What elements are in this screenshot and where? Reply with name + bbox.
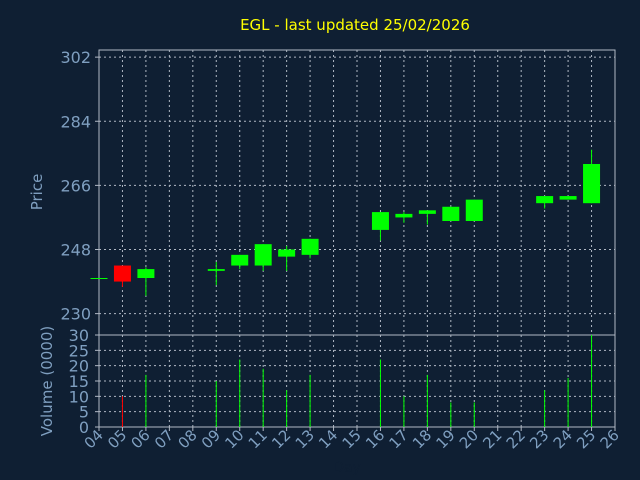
x-tick-label: 08 <box>174 426 200 452</box>
candle-body <box>90 278 108 279</box>
candle-body <box>278 249 296 257</box>
candle-body <box>301 238 319 255</box>
volume-tick-label: 15 <box>69 372 89 391</box>
volume-tick-label: 5 <box>79 403 89 422</box>
candle-body <box>442 206 460 221</box>
x-tick-label: 23 <box>526 426 552 452</box>
x-tick-label: 15 <box>339 426 365 452</box>
volume-tick-label: 10 <box>69 387 89 406</box>
volume-tick-label: 25 <box>69 341 89 360</box>
price-tick-label: 266 <box>60 176 91 195</box>
candle-body <box>371 212 389 230</box>
x-tick-label: 19 <box>432 426 458 452</box>
candle-body <box>536 196 554 204</box>
x-tick-label: 12 <box>268 426 294 452</box>
candle-body <box>207 269 225 271</box>
x-tick-label: 26 <box>597 426 623 452</box>
candle-body <box>418 210 436 214</box>
price-axis-label: Price <box>28 174 46 211</box>
x-tick-label: 22 <box>503 426 529 452</box>
price-frame <box>98 49 616 336</box>
x-tick-label: 06 <box>128 426 154 452</box>
candle-body <box>559 196 577 200</box>
price-tick-label: 248 <box>60 241 91 260</box>
price-tick-label: 302 <box>60 48 91 67</box>
x-tick-label: 16 <box>362 426 388 452</box>
candle-body <box>465 199 483 221</box>
price-panel: 302 284 266 248 230 <box>60 48 616 336</box>
x-axis-label: Day <box>333 460 361 476</box>
x-tick-label: 10 <box>221 426 247 452</box>
candle-body <box>231 254 249 266</box>
candle-body <box>583 164 601 204</box>
x-tick-label: 20 <box>456 426 482 452</box>
candle-body <box>137 269 155 278</box>
volume-axis-label: Volume (0000) <box>38 326 56 436</box>
candle-body <box>254 244 272 266</box>
x-tick-label: 05 <box>104 426 130 452</box>
volume-panel: 0405060708091011121314151617181920212223… <box>69 326 623 452</box>
x-tick-label: 21 <box>479 426 505 452</box>
chart-title: EGL - last updated 25/02/2026 <box>240 16 470 34</box>
x-tick-label: 13 <box>292 426 318 452</box>
volume-tick-label: 0 <box>79 418 89 437</box>
x-tick-label: 07 <box>151 426 177 452</box>
price-tick-label: 284 <box>60 112 91 131</box>
volume-tick-label: 30 <box>69 326 89 345</box>
volume-tick-label: 20 <box>69 357 89 376</box>
candle-body <box>113 265 131 282</box>
x-tick-label: 11 <box>245 426 271 452</box>
x-tick-label: 14 <box>315 426 341 452</box>
x-tick-label: 18 <box>409 426 435 452</box>
price-tick-label: 230 <box>60 305 91 324</box>
x-tick-label: 25 <box>573 426 599 452</box>
candle-body <box>395 213 413 218</box>
x-tick-label: 17 <box>386 426 412 452</box>
x-tick-label: 09 <box>198 426 224 452</box>
x-tick-label: 24 <box>550 426 576 452</box>
